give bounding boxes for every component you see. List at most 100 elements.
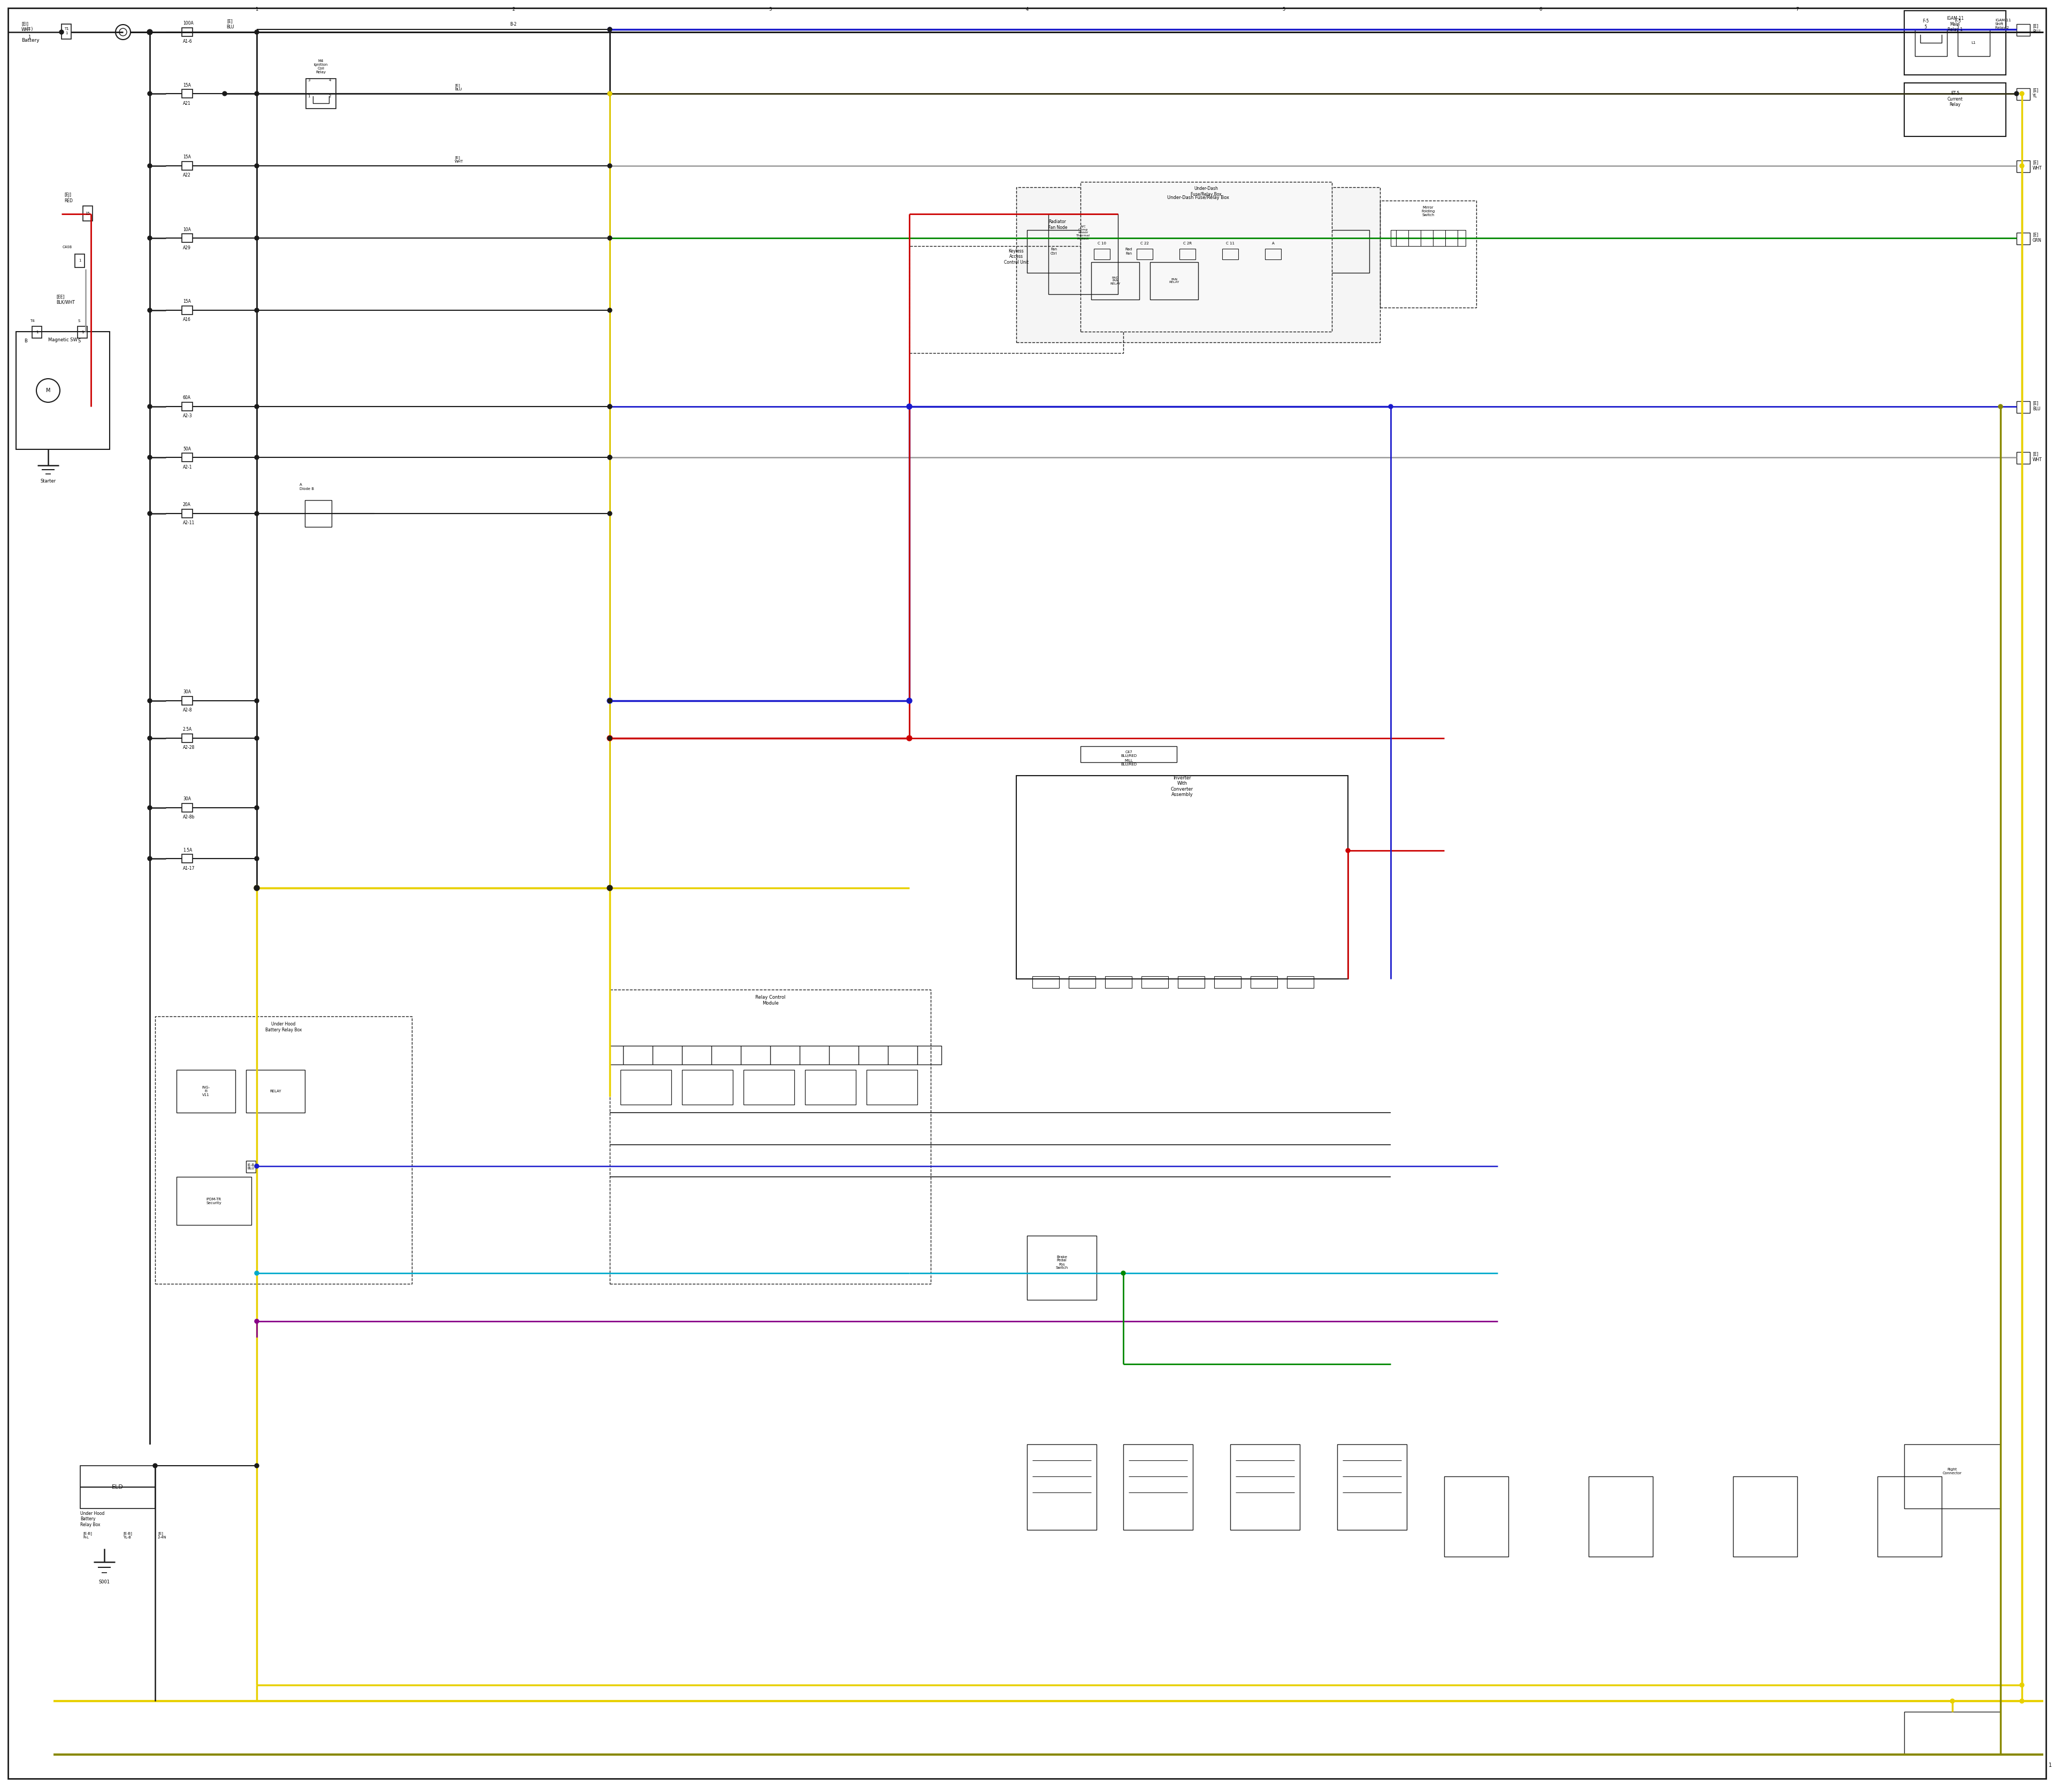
Bar <box>910 246 1124 353</box>
Text: C 22: C 22 <box>1140 242 1148 246</box>
Circle shape <box>1949 1699 1955 1702</box>
Text: Under-Dash Fuse/Relay Box: Under-Dash Fuse/Relay Box <box>1167 195 1228 201</box>
Text: [E]
GRN: [E] GRN <box>2033 233 2042 242</box>
Text: Fan
Ctrl: Fan Ctrl <box>1050 247 1058 254</box>
Bar <box>1033 977 1060 987</box>
Text: ELD: ELD <box>111 1484 123 1489</box>
Text: ING-
FI
V11: ING- FI V11 <box>201 1086 210 1097</box>
Circle shape <box>608 737 612 740</box>
Bar <box>33 326 41 339</box>
Text: 15: 15 <box>86 211 90 215</box>
Circle shape <box>608 455 612 459</box>
Text: C 2R: C 2R <box>1183 242 1191 246</box>
Text: 5: 5 <box>1282 7 1286 13</box>
Text: 15A: 15A <box>183 154 191 159</box>
Circle shape <box>148 455 152 459</box>
Text: A21: A21 <box>183 100 191 106</box>
Circle shape <box>906 735 912 740</box>
Text: 7: 7 <box>1795 7 1799 13</box>
Bar <box>2017 452 2029 464</box>
Bar <box>1317 229 1370 272</box>
Circle shape <box>255 857 259 860</box>
Text: RELAY: RELAY <box>269 1090 281 1093</box>
Text: 30A: 30A <box>183 797 191 801</box>
Text: A2-11: A2-11 <box>183 521 195 525</box>
Bar <box>1914 29 1947 56</box>
Bar <box>80 1466 156 1509</box>
Bar <box>246 1161 255 1172</box>
Text: [EJ]
RED: [EJ] RED <box>64 194 72 202</box>
Text: 4: 4 <box>1025 7 1029 13</box>
Circle shape <box>608 91 612 95</box>
Text: RAD
FAN
RELAY: RAD FAN RELAY <box>1109 276 1119 285</box>
Text: A16: A16 <box>183 317 191 323</box>
Circle shape <box>255 737 259 740</box>
Bar <box>610 989 930 1283</box>
Bar <box>183 233 193 242</box>
Circle shape <box>255 1271 259 1276</box>
Circle shape <box>1999 405 2003 409</box>
Bar <box>1391 229 1467 246</box>
Text: [E]
BLU: [E] BLU <box>454 84 462 91</box>
Circle shape <box>608 885 612 891</box>
Bar <box>1337 1444 1407 1530</box>
Text: 1: 1 <box>35 330 39 333</box>
Bar <box>1251 977 1278 987</box>
Text: [EE]
BLK/WHT: [EE] BLK/WHT <box>55 294 74 305</box>
Text: M4
Ignition
Coil
Relay: M4 Ignition Coil Relay <box>314 59 329 73</box>
Text: Radiator
Fan Node: Radiator Fan Node <box>1048 219 1068 229</box>
Bar <box>1095 249 1109 260</box>
Bar <box>1380 201 1477 308</box>
Text: 1: 1 <box>255 7 259 13</box>
Bar <box>306 79 337 109</box>
Text: S001: S001 <box>99 1581 111 1584</box>
Circle shape <box>255 163 259 168</box>
Bar <box>246 1070 304 1113</box>
Circle shape <box>148 308 152 312</box>
Text: IGAM-11
Shift
Relay 2: IGAM-11 Shift Relay 2 <box>1994 18 2011 29</box>
Text: S: S <box>78 339 80 344</box>
Circle shape <box>255 91 259 95</box>
Text: B: B <box>25 339 27 344</box>
Bar <box>2017 401 2029 412</box>
Text: T4: T4 <box>31 319 35 323</box>
Text: 20A: 20A <box>183 502 191 507</box>
Bar <box>1048 213 1117 294</box>
Text: Brake
Pedal
Pos
Switch: Brake Pedal Pos Switch <box>1056 1254 1068 1271</box>
Circle shape <box>255 237 259 240</box>
Circle shape <box>148 857 152 860</box>
Text: A2-28: A2-28 <box>183 745 195 751</box>
Text: 10A: 10A <box>183 228 191 231</box>
Bar <box>2017 233 2029 244</box>
Bar <box>1214 977 1241 987</box>
Text: 1: 1 <box>78 258 80 262</box>
Circle shape <box>255 885 259 891</box>
Bar <box>1877 1477 1941 1557</box>
Circle shape <box>608 27 612 32</box>
Circle shape <box>2019 1699 2023 1702</box>
Circle shape <box>148 699 152 702</box>
Text: L1: L1 <box>1972 41 1976 45</box>
Text: 2: 2 <box>329 95 331 99</box>
Text: 2.5A: 2.5A <box>183 728 193 733</box>
Circle shape <box>255 1319 259 1324</box>
Text: A: A <box>1271 242 1273 246</box>
Bar <box>1179 249 1195 260</box>
Bar <box>1957 29 1990 56</box>
Circle shape <box>608 405 612 409</box>
Bar <box>82 206 92 220</box>
Circle shape <box>148 237 152 240</box>
Circle shape <box>148 405 152 409</box>
Circle shape <box>608 91 612 95</box>
Circle shape <box>60 30 64 34</box>
Bar <box>1734 1477 1797 1557</box>
Circle shape <box>148 30 152 34</box>
Text: 3: 3 <box>768 7 772 13</box>
Text: [E]
WHT: [E] WHT <box>454 156 464 163</box>
Text: 30A: 30A <box>183 690 191 695</box>
Bar <box>177 1177 251 1226</box>
Text: Inverter
With
Converter
Assembly: Inverter With Converter Assembly <box>1171 776 1193 797</box>
Circle shape <box>608 699 612 702</box>
Text: A29: A29 <box>183 246 191 251</box>
Text: Magnetic SW: Magnetic SW <box>47 337 78 342</box>
